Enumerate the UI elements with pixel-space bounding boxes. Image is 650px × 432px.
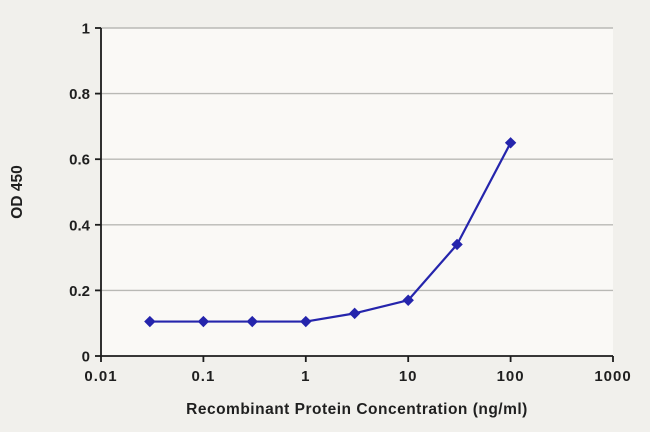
tick-marks (95, 27, 614, 362)
data-point-marker (504, 137, 517, 149)
tick-labels: 0 0.2 0.4 0.6 0.8 1 0.01 0.1 1 10 100 1000 (69, 21, 631, 386)
axes (100, 28, 613, 357)
data-point-marker (348, 307, 361, 320)
data-point-marker (197, 315, 210, 328)
y-tick-label: 0 (82, 349, 90, 366)
y-tick-label: 0.6 (69, 152, 90, 169)
gridlines (101, 27, 613, 292)
x-axis-title: Recombinant Protein Concentration (ng/ml… (186, 401, 528, 418)
x-tick-label: 10 (399, 368, 418, 385)
series-line (148, 141, 512, 323)
x-tick-label: 100 (497, 368, 525, 385)
y-tick-label: 1 (82, 21, 90, 38)
data-point-marker (144, 315, 156, 328)
plot-area (101, 28, 613, 356)
y-axis-title: OD 450 (9, 165, 26, 218)
y-tick-label: 0.2 (69, 283, 90, 300)
data-series (144, 137, 517, 328)
y-tick-label: 0.4 (69, 217, 91, 234)
x-tick-label: 0.01 (84, 368, 117, 385)
x-tick-label: 1 (301, 368, 310, 385)
y-tick-label: 0.8 (69, 86, 90, 103)
data-point-marker (246, 315, 258, 328)
x-tick-label: 1000 (594, 368, 631, 385)
data-point-marker (451, 238, 463, 251)
data-point-marker (402, 294, 414, 306)
x-tick-label: 0.1 (191, 368, 215, 385)
data-point-marker (300, 315, 312, 328)
